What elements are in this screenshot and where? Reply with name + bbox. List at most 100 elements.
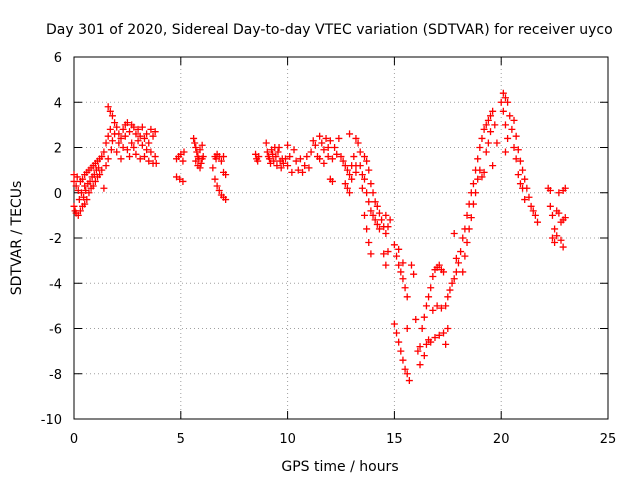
data-point — [433, 302, 441, 310]
x-tick-label: 5 — [177, 432, 185, 447]
grid — [74, 57, 608, 419]
data-point — [274, 148, 282, 156]
data-point — [382, 229, 390, 237]
y-tick-label: 0 — [54, 187, 62, 202]
data-point — [341, 180, 349, 188]
data-point — [497, 98, 505, 106]
data-point — [115, 139, 123, 147]
x-tick-label: 10 — [279, 432, 296, 447]
data-point — [454, 259, 462, 267]
data-point — [476, 144, 484, 151]
y-tick-label: 2 — [54, 142, 62, 157]
data-point — [427, 338, 435, 346]
data-point — [463, 239, 471, 247]
data-point — [192, 144, 200, 151]
data-point — [339, 157, 347, 165]
data-point — [427, 284, 435, 292]
data-point — [354, 139, 362, 147]
data-point — [311, 141, 319, 149]
data-point — [386, 216, 394, 224]
data-point — [81, 200, 89, 208]
data-point — [328, 155, 336, 163]
data-point — [444, 293, 452, 301]
data-point — [403, 293, 411, 301]
data-point — [508, 125, 516, 133]
data-point — [504, 134, 512, 142]
data-point — [429, 306, 437, 314]
data-point — [220, 153, 228, 161]
data-point — [561, 184, 569, 192]
data-point — [337, 153, 345, 161]
data-point — [548, 234, 556, 242]
data-point — [501, 94, 509, 102]
data-point — [416, 361, 424, 369]
y-tick-label: -2 — [49, 232, 62, 247]
data-point — [478, 134, 486, 142]
data-point — [369, 189, 377, 197]
data-point — [399, 275, 407, 283]
data-point — [192, 157, 200, 165]
data-point — [196, 146, 204, 154]
data-point — [136, 132, 144, 140]
data-point — [113, 123, 121, 131]
data-point — [504, 98, 512, 106]
data-point — [472, 189, 480, 197]
data-point — [363, 157, 371, 165]
data-point — [382, 261, 390, 269]
data-point — [104, 103, 112, 111]
data-point — [422, 340, 430, 348]
data-point — [143, 146, 151, 154]
data-point — [119, 144, 127, 151]
data-point — [499, 89, 507, 97]
data-point — [284, 141, 292, 149]
x-axis-label: GPS time / hours — [281, 459, 398, 475]
data-point — [262, 139, 270, 147]
data-point — [390, 241, 398, 249]
data-point — [384, 248, 392, 256]
data-point — [333, 150, 341, 158]
data-point — [343, 166, 351, 174]
data-point — [352, 168, 360, 176]
data-point — [346, 189, 354, 197]
data-point — [270, 157, 278, 165]
data-point — [265, 155, 273, 163]
data-point — [425, 293, 433, 301]
data-point — [106, 125, 114, 133]
data-point — [281, 155, 289, 163]
data-point — [102, 162, 110, 170]
data-point — [442, 302, 450, 310]
data-point — [478, 173, 486, 181]
data-point — [365, 166, 373, 174]
data-point — [516, 157, 524, 165]
data-point — [123, 119, 131, 127]
data-point — [440, 268, 448, 276]
data-point — [521, 196, 529, 204]
data-point — [371, 216, 379, 224]
data-point — [397, 268, 405, 276]
x-tick-label: 0 — [70, 432, 78, 447]
data-point — [461, 252, 469, 260]
data-point — [75, 196, 83, 204]
data-point — [134, 137, 142, 145]
data-point — [190, 134, 198, 142]
data-point — [448, 279, 456, 287]
data-points — [70, 89, 569, 385]
data-point — [373, 220, 381, 228]
data-point — [106, 107, 114, 115]
data-point — [284, 162, 292, 170]
tick-marks — [73, 56, 609, 420]
data-point — [373, 202, 381, 210]
data-point — [450, 275, 458, 283]
data-point — [484, 116, 492, 124]
data-point — [91, 177, 99, 185]
data-point — [420, 313, 428, 321]
data-point — [501, 148, 509, 156]
data-point — [126, 128, 134, 136]
data-point — [442, 340, 450, 348]
data-point — [459, 268, 467, 276]
data-point — [546, 202, 554, 210]
data-point — [143, 130, 151, 138]
data-point — [296, 155, 304, 163]
data-point — [132, 130, 140, 138]
